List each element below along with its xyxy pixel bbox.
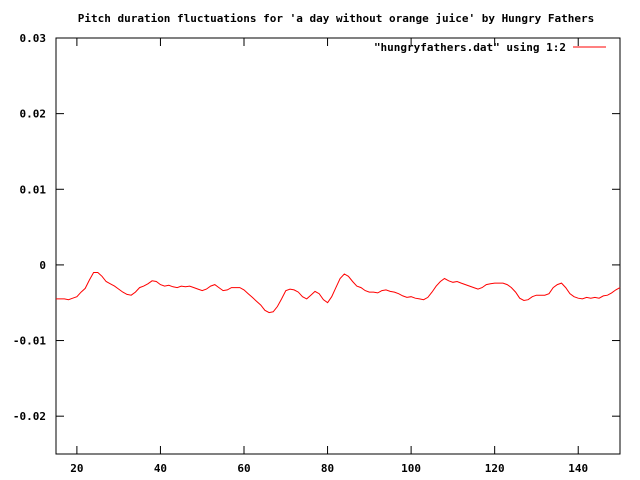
series-group [56,272,621,314]
y-axis: 0.03 0.02 0.01 0 -0.01 -0.02 [13,32,620,423]
y-tick-label: 0.02 [20,108,47,121]
y-tick-label: -0.02 [13,410,46,423]
x-tick-label: 140 [568,462,588,475]
y-tick-label: 0.01 [20,183,47,196]
chart-title: Pitch duration fluctuations for 'a day w… [78,12,595,25]
x-axis: 20 40 60 80 100 120 140 [70,38,588,475]
legend-label: "hungryfathers.dat" using 1:2 [374,41,566,54]
x-tick-label: 20 [70,462,83,475]
x-tick-label: 80 [321,462,334,475]
plot-frame [55,37,621,455]
series-line [56,272,621,314]
x-tick-label: 100 [401,462,421,475]
x-tick-label: 60 [237,462,250,475]
x-tick-label: 40 [154,462,167,475]
x-tick-label: 120 [485,462,505,475]
legend: "hungryfathers.dat" using 1:2 [374,41,606,54]
y-tick-label: -0.01 [13,335,46,348]
y-tick-label: 0.03 [20,32,47,45]
y-tick-label: 0 [39,259,46,272]
